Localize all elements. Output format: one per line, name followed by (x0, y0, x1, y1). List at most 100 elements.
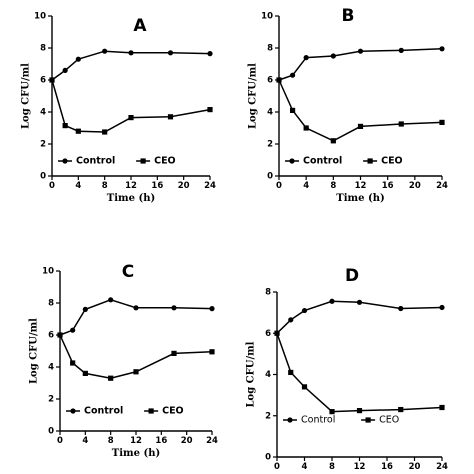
series-ceo (274, 330, 445, 415)
y-tick-label: 4 (267, 108, 273, 118)
x-tick-label: 12 (354, 462, 366, 472)
series-control-point (288, 317, 294, 323)
legend-entry-control: Control (66, 406, 123, 417)
series-ceo-point (167, 114, 174, 120)
panel-letter: D (345, 266, 359, 286)
series-control (49, 48, 213, 83)
x-tick-label: 0 (49, 181, 55, 191)
series-ceo-point (330, 138, 336, 144)
y-tick-label: 10 (34, 12, 46, 22)
series-control-line (59, 299, 213, 336)
series-control-point (289, 72, 296, 78)
y-tick-label: 6 (267, 76, 273, 86)
x-tick-label: 16 (155, 436, 167, 446)
y-axis-label: Log CFU/ml (29, 318, 40, 384)
y-tick-label: 0 (267, 172, 273, 182)
series-ceo-line (278, 79, 443, 142)
x-tick-label: 16 (381, 462, 393, 472)
series-ceo-line (276, 333, 443, 413)
x-tick-label: 0 (276, 181, 282, 191)
y-tick-label: 0 (48, 427, 54, 437)
legend-label: Control (76, 156, 115, 167)
x-tick-label: 20 (409, 181, 421, 191)
x-axis-label: Time (h) (336, 193, 384, 204)
x-tick-label: 12 (355, 181, 367, 191)
series-ceo-point (70, 360, 76, 366)
series-control (274, 298, 445, 336)
legend: Control CEO (285, 156, 403, 167)
x-axis-label: Time (h) (107, 193, 155, 204)
series-ceo (57, 332, 215, 381)
legend-marker-square (365, 417, 371, 423)
series-control-point (439, 46, 445, 52)
series-control-point (301, 307, 308, 314)
series-ceo-point (288, 369, 294, 376)
y-axis-label: Log CFU/ml (248, 63, 259, 129)
x-tick-label: 20 (181, 436, 193, 446)
series-ceo-line (51, 79, 211, 133)
legend-entry-control: Control (283, 415, 335, 426)
y-tick-label: 8 (40, 44, 46, 54)
legend-label: CEO (154, 156, 176, 167)
y-tick-label: 2 (48, 395, 54, 405)
legend-label: CEO (379, 415, 399, 426)
series-control-point (330, 53, 336, 59)
x-tick-label: 12 (125, 181, 137, 191)
series-ceo-point (439, 404, 445, 411)
y-tick-label: 8 (265, 288, 271, 298)
series-ceo-point (301, 384, 308, 390)
legend-entry-ceo: CEO (136, 156, 176, 167)
x-tick-label: 24 (436, 462, 448, 472)
y-tick-label: 2 (265, 411, 271, 421)
series-control-point (102, 48, 108, 54)
x-tick-label: 16 (151, 181, 163, 191)
panel-letter: C (122, 262, 134, 282)
series-ceo-point (274, 330, 280, 336)
panel-letter: B (342, 6, 355, 26)
series-control-point (207, 51, 213, 57)
y-tick-label: 8 (267, 44, 273, 54)
series-control-point (357, 48, 364, 54)
legend-label: Control (303, 156, 342, 167)
series-control (276, 46, 445, 83)
series-ceo-point (329, 409, 335, 415)
legend-marker-square (367, 158, 373, 164)
series-control-point (108, 297, 114, 303)
series-ceo-point (108, 375, 114, 381)
legend-marker-square (140, 158, 146, 164)
series-control-point (329, 298, 335, 304)
series-ceo-point (289, 107, 296, 113)
legend-label: CEO (381, 156, 403, 167)
panel-d: D0246804812162024Time (h)Log CFU/mlContr… (246, 266, 448, 472)
series-ceo (276, 77, 445, 144)
x-tick-label: 0 (274, 462, 280, 472)
legend-marker-circle (289, 158, 295, 164)
x-tick-label: 12 (130, 436, 142, 446)
series-ceo-point (62, 123, 68, 129)
series-control-point (356, 299, 363, 305)
series-control (57, 297, 215, 338)
series-ceo (49, 77, 213, 135)
x-axis-label: Time (h) (112, 448, 160, 459)
legend-entry-control: Control (285, 156, 342, 167)
series-control-point (398, 305, 404, 312)
series-control-point (167, 50, 174, 56)
series-ceo-point (356, 407, 363, 414)
series-ceo-point (439, 119, 445, 125)
series-control-line (276, 300, 443, 334)
y-tick-label: 2 (267, 140, 273, 150)
legend-marker-circle (287, 417, 293, 423)
series-control-point (82, 306, 88, 312)
y-tick-label: 2 (40, 140, 46, 150)
legend-marker-circle (70, 408, 76, 414)
x-tick-label: 8 (102, 181, 108, 191)
y-tick-label: 0 (265, 453, 271, 463)
x-tick-label: 8 (329, 462, 335, 472)
y-tick-label: 6 (48, 331, 54, 341)
y-tick-label: 0 (40, 172, 46, 182)
legend-entry-ceo: CEO (361, 415, 399, 426)
